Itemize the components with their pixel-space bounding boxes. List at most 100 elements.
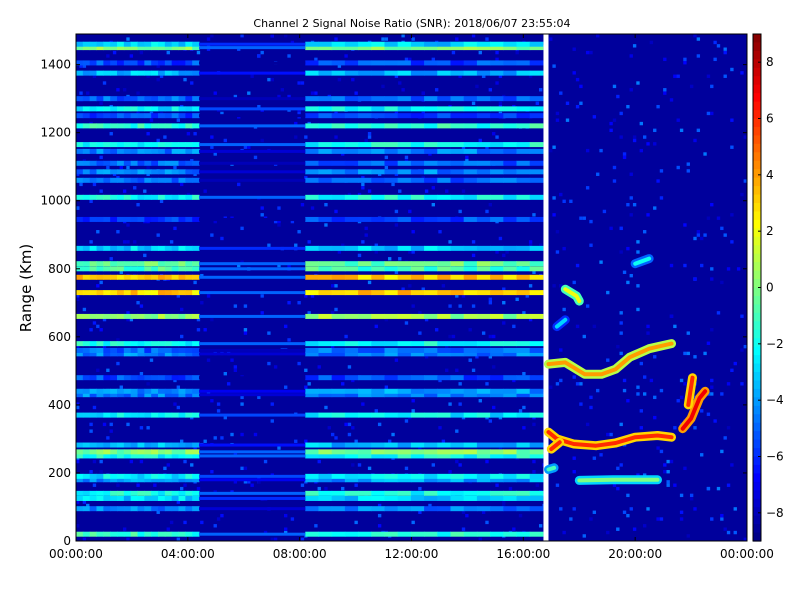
heatmap-band-cell [151,45,159,51]
heatmap-cell [156,64,160,68]
heatmap-band-cell [117,375,125,381]
heatmap-cell [579,216,583,220]
heatmap-band-cell [450,313,465,319]
heatmap-band-cell [82,490,91,496]
heatmap-cell [535,483,539,487]
heatmap-band-cell [490,442,504,448]
heatmap-cell [458,74,462,78]
heatmap-cell [713,40,717,45]
heatmap-band-cell [503,313,517,319]
heatmap-cell [562,199,566,203]
heatmap-cell [723,233,727,237]
heatmap-cell [713,419,717,423]
heatmap-band-cell [185,388,193,394]
heatmap-cell [743,179,747,183]
heatmap-cell [481,74,486,78]
heatmap-band-cell [171,106,180,112]
heatmap-band-cell [424,194,438,200]
heatmap-band-cell [358,290,372,296]
heatmap-band-cell [199,107,306,111]
heatmap-band-cell [130,266,139,272]
heatmap-band-cell [158,453,166,459]
heatmap-cell [139,459,144,464]
heatmap-cell [609,432,613,437]
heatmap-band-cell [82,412,91,418]
heatmap-band-cell [410,341,425,347]
heatmap-cell [693,277,697,281]
heatmap-cell [153,483,157,487]
heatmap-band-cell [397,473,412,479]
heatmap-cell [502,500,506,504]
heatmap-band-cell [117,506,125,512]
heatmap-band-cell [503,392,517,398]
heatmap-cell [693,507,697,511]
heatmap-band-cell [185,60,193,66]
heatmap-cell [119,385,123,389]
heatmap-cell [257,480,261,484]
heatmap-band-cell [463,453,478,459]
heatmap-band-cell [529,96,544,102]
heatmap-band-cell [476,290,491,296]
heatmap-cell [706,412,711,416]
heatmap-cell [374,324,378,329]
heatmap-cell [619,135,623,139]
heatmap-cell [619,111,623,116]
heatmap-band-cell [331,351,346,357]
x-tick-label: 04:00:00 [161,547,215,561]
heatmap-cell [438,230,442,234]
heatmap-band-cell [151,477,159,483]
heatmap-band-cell [463,194,478,200]
heatmap-band-cell [178,148,186,154]
heatmap-band-cell [437,60,451,66]
heatmap-cell [455,459,459,464]
heatmap-band-cell [158,313,166,319]
heatmap-band-cell [384,506,399,512]
heatmap-band-cell [424,347,438,353]
heatmap-cell [304,439,308,443]
colorbar-segment [753,169,761,179]
heatmap-band-cell [185,169,193,175]
heatmap-band-cell [103,495,111,501]
heatmap-band-cell [110,473,118,479]
heatmap-cell [270,77,274,82]
heatmap-cell [710,277,714,281]
heatmap-cell [434,328,439,332]
heatmap-band-cell [144,177,152,183]
heatmap-cell [347,192,352,197]
heatmap-band-cell [82,216,91,222]
heatmap-cell [260,311,264,315]
heatmap-band-cell [358,245,372,251]
heatmap-band-cell [490,412,504,418]
heatmap-cell [455,37,459,41]
heatmap-band-cell [358,60,372,66]
heatmap-band-cell [476,123,491,129]
heatmap-band-cell [371,473,385,479]
heatmap-cell [656,517,660,521]
heatmap-band-cell [371,45,385,51]
heatmap-band-cell [117,477,125,483]
heatmap-band-cell [450,160,465,166]
heatmap-band-cell [463,96,478,102]
heatmap-band-cell [144,274,152,280]
heatmap-band-cell [318,531,333,537]
heatmap-cell [619,463,623,467]
heatmap-cell [673,324,677,329]
heatmap-band-cell [305,148,319,154]
heatmap-band-cell [144,70,152,76]
heatmap-band-cell [331,274,346,280]
heatmap-band-cell [397,347,412,353]
heatmap-cell [445,189,449,193]
heatmap-band-cell [358,392,372,398]
heatmap-cell [596,388,600,393]
heatmap-band-cell [123,473,132,479]
heatmap-band-cell [171,351,180,357]
heatmap-band-cell [371,266,385,272]
heatmap-band-cell [151,96,159,102]
heatmap-cell [666,470,670,474]
heatmap-cell [310,294,315,298]
heatmap-band-cell [137,347,145,353]
heatmap-band-cell [199,143,306,147]
heatmap-band-cell [158,506,166,512]
heatmap-band-cell [371,177,385,183]
heatmap-band-cell [144,375,152,381]
